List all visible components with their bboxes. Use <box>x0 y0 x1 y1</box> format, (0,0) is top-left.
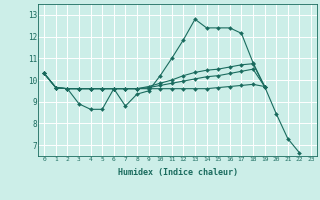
X-axis label: Humidex (Indice chaleur): Humidex (Indice chaleur) <box>118 168 238 177</box>
